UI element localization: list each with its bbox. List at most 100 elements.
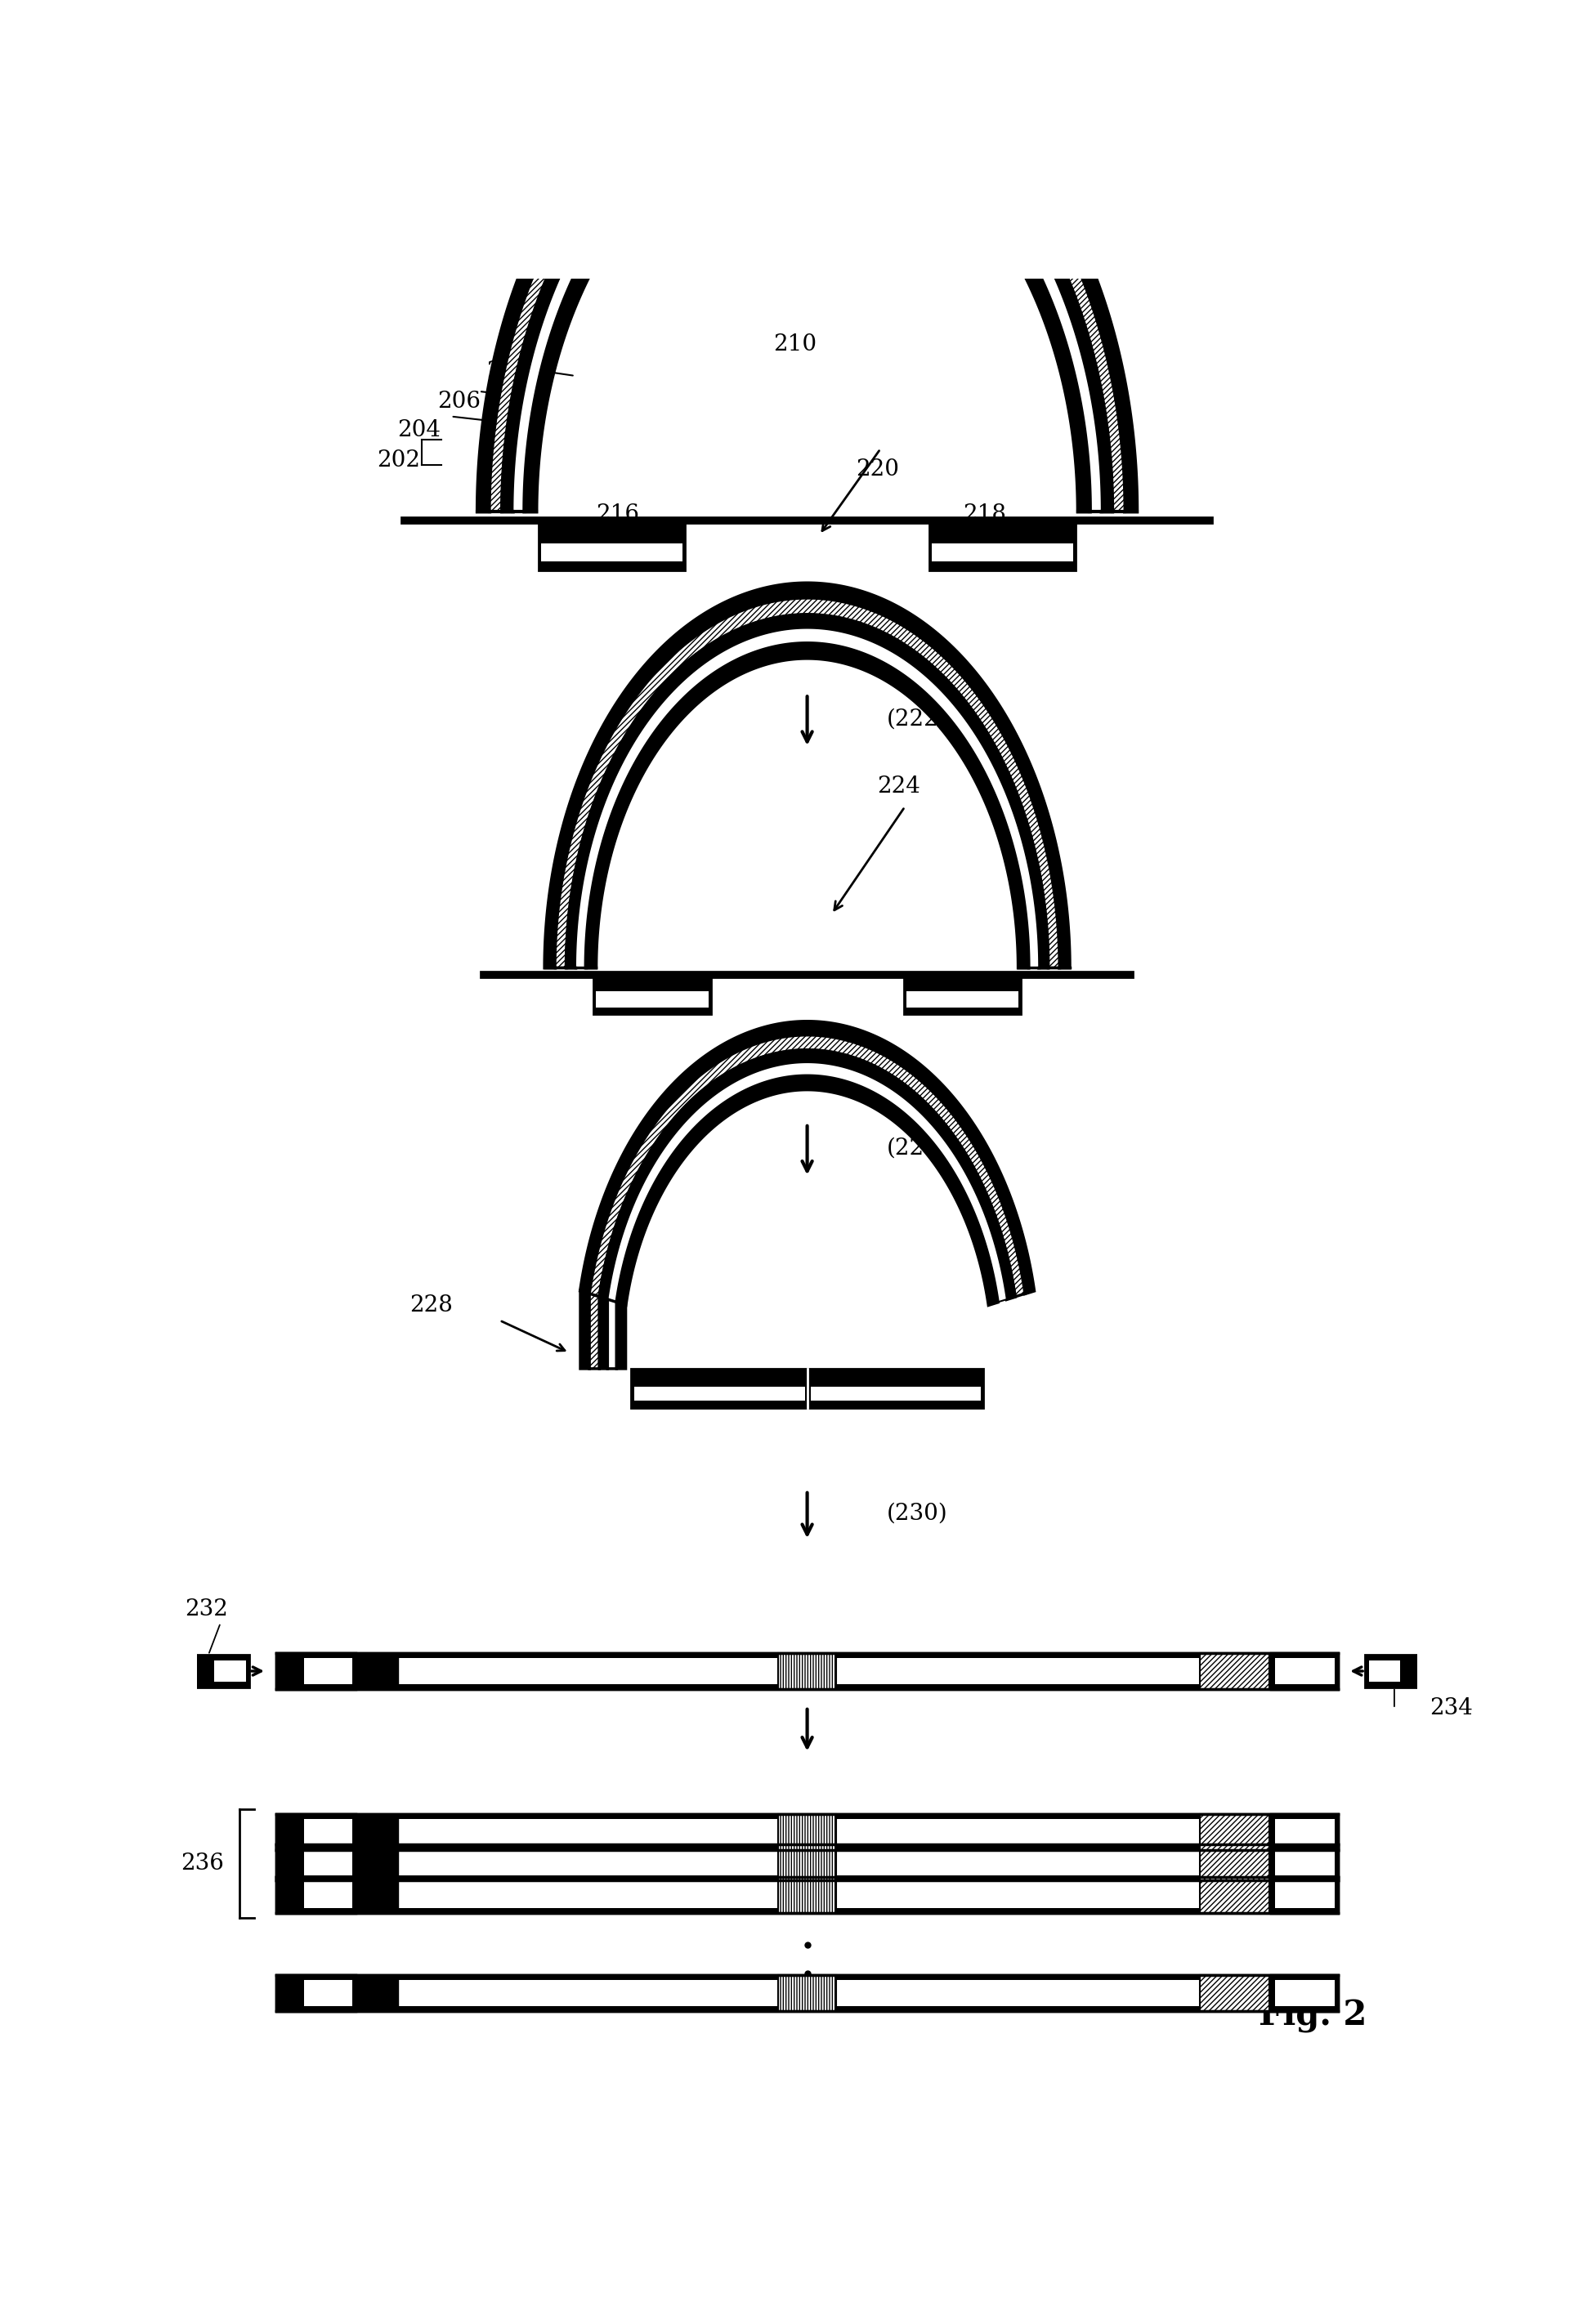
Polygon shape bbox=[554, 597, 1060, 967]
Bar bbox=[276, 1878, 356, 1913]
Bar bbox=[632, 1369, 983, 1408]
Text: 236: 236 bbox=[181, 1852, 224, 1875]
Bar bbox=[276, 1845, 356, 1880]
Bar bbox=[356, 1975, 398, 2010]
Polygon shape bbox=[1200, 1878, 1269, 1913]
Bar bbox=[1271, 1975, 1339, 2010]
Text: 216: 216 bbox=[597, 504, 639, 525]
Bar bbox=[194, 1659, 214, 1683]
Bar bbox=[276, 1980, 1339, 2006]
Text: 210: 210 bbox=[773, 332, 817, 356]
Polygon shape bbox=[1200, 1652, 1269, 1690]
Bar bbox=[635, 1387, 805, 1401]
Bar bbox=[356, 1815, 398, 1850]
Bar bbox=[1274, 1850, 1334, 1875]
Bar bbox=[276, 1975, 1339, 2010]
Polygon shape bbox=[778, 1975, 836, 2010]
Text: 228: 228 bbox=[410, 1294, 454, 1315]
Bar bbox=[904, 976, 1021, 1013]
Polygon shape bbox=[1200, 1845, 1269, 1880]
Polygon shape bbox=[575, 627, 1040, 967]
Text: 234: 234 bbox=[1430, 1697, 1473, 1720]
Bar bbox=[276, 1652, 356, 1690]
Bar bbox=[1271, 1815, 1339, 1850]
Bar bbox=[1271, 1845, 1339, 1880]
Bar bbox=[356, 1652, 398, 1690]
Polygon shape bbox=[778, 1815, 836, 1850]
Bar bbox=[1369, 1659, 1421, 1683]
Bar bbox=[542, 544, 682, 562]
Polygon shape bbox=[586, 644, 1028, 967]
Bar bbox=[276, 1975, 304, 2010]
Bar bbox=[276, 1845, 304, 1880]
Polygon shape bbox=[589, 1034, 1025, 1297]
Polygon shape bbox=[778, 1652, 836, 1690]
Text: 232: 232 bbox=[184, 1599, 228, 1620]
Text: 220: 220 bbox=[857, 458, 899, 481]
Bar bbox=[191, 1655, 249, 1687]
Bar bbox=[280, 1882, 353, 1908]
Polygon shape bbox=[524, 98, 1090, 511]
Text: 200: 200 bbox=[786, 621, 828, 641]
Bar bbox=[932, 544, 1073, 562]
Bar bbox=[276, 1878, 304, 1913]
Polygon shape bbox=[1200, 1815, 1269, 1850]
Bar bbox=[276, 1882, 1339, 1908]
Bar bbox=[1400, 1659, 1421, 1683]
Bar bbox=[276, 1815, 356, 1850]
Polygon shape bbox=[580, 1023, 1035, 1294]
Polygon shape bbox=[567, 614, 1047, 967]
Bar bbox=[194, 1659, 246, 1683]
Bar bbox=[276, 1815, 1339, 1850]
Bar bbox=[276, 1652, 1339, 1690]
Bar bbox=[1274, 1659, 1334, 1685]
Text: 204: 204 bbox=[397, 418, 441, 442]
Bar bbox=[276, 1815, 304, 1850]
Polygon shape bbox=[600, 1050, 1014, 1299]
Bar bbox=[1366, 1655, 1424, 1687]
Bar bbox=[539, 521, 685, 572]
Polygon shape bbox=[778, 1878, 836, 1913]
Text: 206: 206 bbox=[438, 390, 480, 414]
Bar bbox=[280, 1980, 353, 2006]
Bar bbox=[280, 1850, 353, 1875]
Text: 214: 214 bbox=[1079, 360, 1121, 381]
Text: (230): (230) bbox=[887, 1504, 948, 1525]
Bar bbox=[1271, 1878, 1339, 1913]
Bar bbox=[929, 521, 1076, 572]
Bar bbox=[1274, 1820, 1334, 1845]
Polygon shape bbox=[1200, 1975, 1269, 2010]
Polygon shape bbox=[608, 1062, 1006, 1301]
Text: 224: 224 bbox=[877, 776, 920, 797]
Polygon shape bbox=[589, 1294, 600, 1369]
Bar bbox=[276, 1878, 1339, 1913]
Bar bbox=[276, 1845, 1339, 1880]
Polygon shape bbox=[600, 1297, 608, 1369]
Text: 218: 218 bbox=[962, 504, 1006, 525]
Text: 202: 202 bbox=[376, 449, 421, 472]
Bar bbox=[1271, 1652, 1339, 1690]
Text: Fig. 2: Fig. 2 bbox=[1258, 1999, 1367, 2034]
Polygon shape bbox=[513, 79, 1101, 511]
Polygon shape bbox=[490, 46, 1125, 511]
Text: 208: 208 bbox=[487, 360, 529, 381]
Text: (226): (226) bbox=[887, 1136, 948, 1160]
Polygon shape bbox=[477, 28, 1137, 511]
Bar bbox=[356, 1878, 398, 1913]
Bar bbox=[811, 1387, 981, 1401]
Bar bbox=[280, 1820, 353, 1845]
Bar bbox=[595, 990, 709, 1006]
Bar bbox=[1274, 1980, 1334, 2006]
Text: (222): (222) bbox=[887, 709, 948, 730]
Polygon shape bbox=[580, 1290, 589, 1369]
Bar bbox=[356, 1845, 398, 1880]
Polygon shape bbox=[608, 1299, 617, 1369]
Bar bbox=[276, 1820, 1339, 1845]
Bar bbox=[276, 1652, 304, 1690]
Bar bbox=[276, 1659, 1339, 1685]
Polygon shape bbox=[617, 1076, 997, 1306]
Bar bbox=[594, 976, 710, 1013]
Polygon shape bbox=[778, 1845, 836, 1880]
Polygon shape bbox=[545, 583, 1069, 967]
Bar bbox=[280, 1659, 353, 1685]
